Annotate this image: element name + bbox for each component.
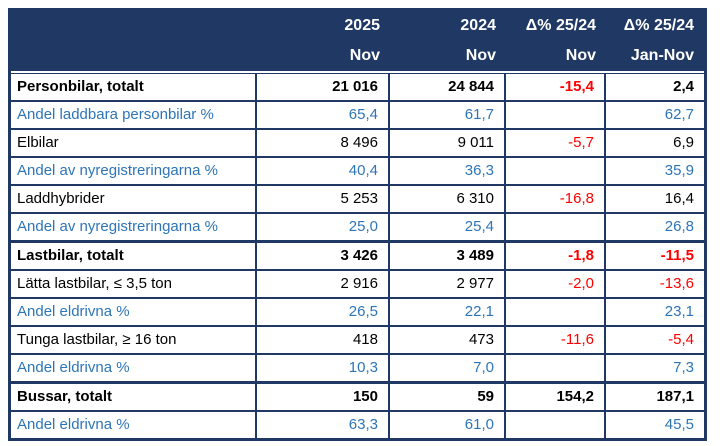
- value-delta-nov: -5,7: [506, 130, 606, 158]
- row-label: Lastbilar, totalt: [11, 242, 257, 271]
- table-row: Andel eldrivna % 63,3 61,0 45,5: [11, 412, 704, 438]
- value-delta-jan-nov: 35,9: [606, 158, 704, 186]
- value-2024-nov: 3 489: [390, 242, 506, 271]
- col-header-2025: 2025: [257, 11, 390, 41]
- value-delta-jan-nov: 187,1: [606, 383, 704, 412]
- value-2025-nov: 65,4: [257, 102, 390, 130]
- value-delta-jan-nov: 16,4: [606, 186, 704, 214]
- row-label: Andel eldrivna %: [11, 412, 257, 438]
- row-label: Laddhybrider: [11, 186, 257, 214]
- table-header: 2025 2024 Δ% 25/24 Δ% 25/24 Nov Nov Nov …: [11, 11, 704, 73]
- value-2025-nov: 5 253: [257, 186, 390, 214]
- value-delta-nov: -16,8: [506, 186, 606, 214]
- value-2025-nov: 40,4: [257, 158, 390, 186]
- header-year-row: 2025 2024 Δ% 25/24 Δ% 25/24: [11, 11, 704, 41]
- col-header-delta-jan-nov: Δ% 25/24: [606, 11, 704, 41]
- value-delta-jan-nov: 23,1: [606, 299, 704, 327]
- value-delta-jan-nov: 2,4: [606, 73, 704, 102]
- table-row: Andel av nyregistreringarna % 25,0 25,4 26,…: [11, 214, 704, 242]
- row-label: Andel laddbara personbilar %: [11, 102, 257, 130]
- value-2025-nov: 150: [257, 383, 390, 412]
- value-delta-jan-nov: 7,3: [606, 355, 704, 383]
- value-delta-jan-nov: -13,6: [606, 271, 704, 299]
- value-delta-jan-nov: 6,9: [606, 130, 704, 158]
- table-row: Andel av nyregistreringarna % 40,4 36,3 35,…: [11, 158, 704, 186]
- value-2024-nov: 22,1: [390, 299, 506, 327]
- value-delta-nov: -1,8: [506, 242, 606, 271]
- value-2024-nov: 2 977: [390, 271, 506, 299]
- value-2024-nov: 24 844: [390, 73, 506, 102]
- row-label: Personbilar, totalt: [11, 73, 257, 102]
- value-2024-nov: 6 310: [390, 186, 506, 214]
- value-delta-nov: [506, 158, 606, 186]
- value-2024-nov: 61,7: [390, 102, 506, 130]
- value-delta-nov: [506, 299, 606, 327]
- value-2025-nov: 2 916: [257, 271, 390, 299]
- col-header-delta-nov: Δ% 25/24: [506, 11, 606, 41]
- value-2025-nov: 26,5: [257, 299, 390, 327]
- subheader-delta-jan-nov: Jan-Nov: [606, 41, 704, 73]
- value-delta-jan-nov: 45,5: [664, 416, 694, 433]
- value-delta-nov: [506, 412, 606, 438]
- row-label: Andel av nyregistreringarna %: [11, 158, 257, 186]
- value-delta-jan-nov: -11,5: [606, 242, 704, 271]
- value-2025-nov: 10,3: [257, 355, 390, 383]
- value-delta-nov: -11,6: [506, 327, 606, 355]
- value-2025-nov: 3 426: [257, 242, 390, 271]
- row-label: Andel eldrivna %: [11, 299, 257, 327]
- table-row: Personbilar, totalt 21 016 24 844 -15,4 2,4: [11, 73, 704, 102]
- table-row: Andel eldrivna % 10,3 7,0 7,3: [11, 355, 704, 383]
- value-2025-nov: 21 016: [257, 73, 390, 102]
- vehicle-registrations-table: 2025 2024 Δ% 25/24 Δ% 25/24 Nov Nov Nov …: [8, 8, 707, 441]
- subheader-2024-nov: Nov: [390, 41, 506, 73]
- table-row: Lastbilar, totalt 3 426 3 489 -1,8 -11,5: [11, 242, 704, 271]
- value-delta-jan-nov: -5,4: [606, 327, 704, 355]
- table-row: Lätta lastbilar, ≤ 3,5 ton 2 916 2 977 -2,0…: [11, 271, 704, 299]
- row-label: Andel av nyregistreringarna %: [11, 214, 257, 242]
- value-delta-nov: [506, 214, 606, 242]
- value-delta-nov: 154,2: [506, 383, 606, 412]
- value-2025-nov: 25,0: [257, 214, 390, 242]
- value-2025-nov: 418: [257, 327, 390, 355]
- value-delta-nov: [506, 102, 606, 130]
- value-delta-jan-nov: 26,8: [606, 214, 704, 242]
- table-row: Andel laddbara personbilar % 65,4 61,7 62,7: [11, 102, 704, 130]
- table-row: Andel eldrivna % 26,5 22,1 23,1: [11, 299, 704, 327]
- value-2024-nov: 61,0: [390, 412, 506, 438]
- table-row: Bussar, totalt 150 59 154,2 187,1: [11, 383, 704, 412]
- row-label: Andel eldrivna %: [11, 355, 257, 383]
- table-row: Laddhybrider 5 253 6 310 -16,8 16,4: [11, 186, 704, 214]
- subheader-2025-nov: Nov: [257, 41, 390, 73]
- value-2025-nov: 8 496: [257, 130, 390, 158]
- table-body: Personbilar, totalt 21 016 24 844 -15,4 2,4 A…: [11, 73, 704, 438]
- value-2024-nov: 7,0: [390, 355, 506, 383]
- value-2024-nov: 36,3: [390, 158, 506, 186]
- col-header-2024: 2024: [390, 11, 506, 41]
- row-label: Elbilar: [11, 130, 257, 158]
- table-row: Tunga lastbilar, ≥ 16 ton 418 473 -11,6 -5,4: [11, 327, 704, 355]
- row-label: Lätta lastbilar, ≤ 3,5 ton: [11, 271, 257, 299]
- header-corner-cell: [11, 11, 257, 41]
- table-row: Elbilar 8 496 9 011 -5,7 6,9: [11, 130, 704, 158]
- value-2024-nov: 25,4: [390, 214, 506, 242]
- subheader-delta-nov: Nov: [506, 41, 606, 73]
- value-2025-nov: 63,3: [257, 412, 390, 438]
- vehicle-registrations-report: 2025 2024 Δ% 25/24 Δ% 25/24 Nov Nov Nov …: [8, 8, 707, 441]
- value-2024-nov: 9 011: [390, 130, 506, 158]
- row-label: Tunga lastbilar, ≥ 16 ton: [11, 327, 257, 355]
- value-2024-nov: 473: [390, 327, 506, 355]
- value-delta-nov: -15,4: [506, 73, 606, 102]
- row-label: Bussar, totalt: [11, 383, 257, 412]
- value-2024-nov: 59: [390, 383, 506, 412]
- value-delta-jan-nov: 62,7: [606, 102, 704, 130]
- value-delta-nov: [506, 355, 606, 383]
- subheader-corner-cell: [11, 41, 257, 73]
- value-delta-nov: -2,0: [506, 271, 606, 299]
- header-month-row: Nov Nov Nov Jan-Nov: [11, 41, 704, 73]
